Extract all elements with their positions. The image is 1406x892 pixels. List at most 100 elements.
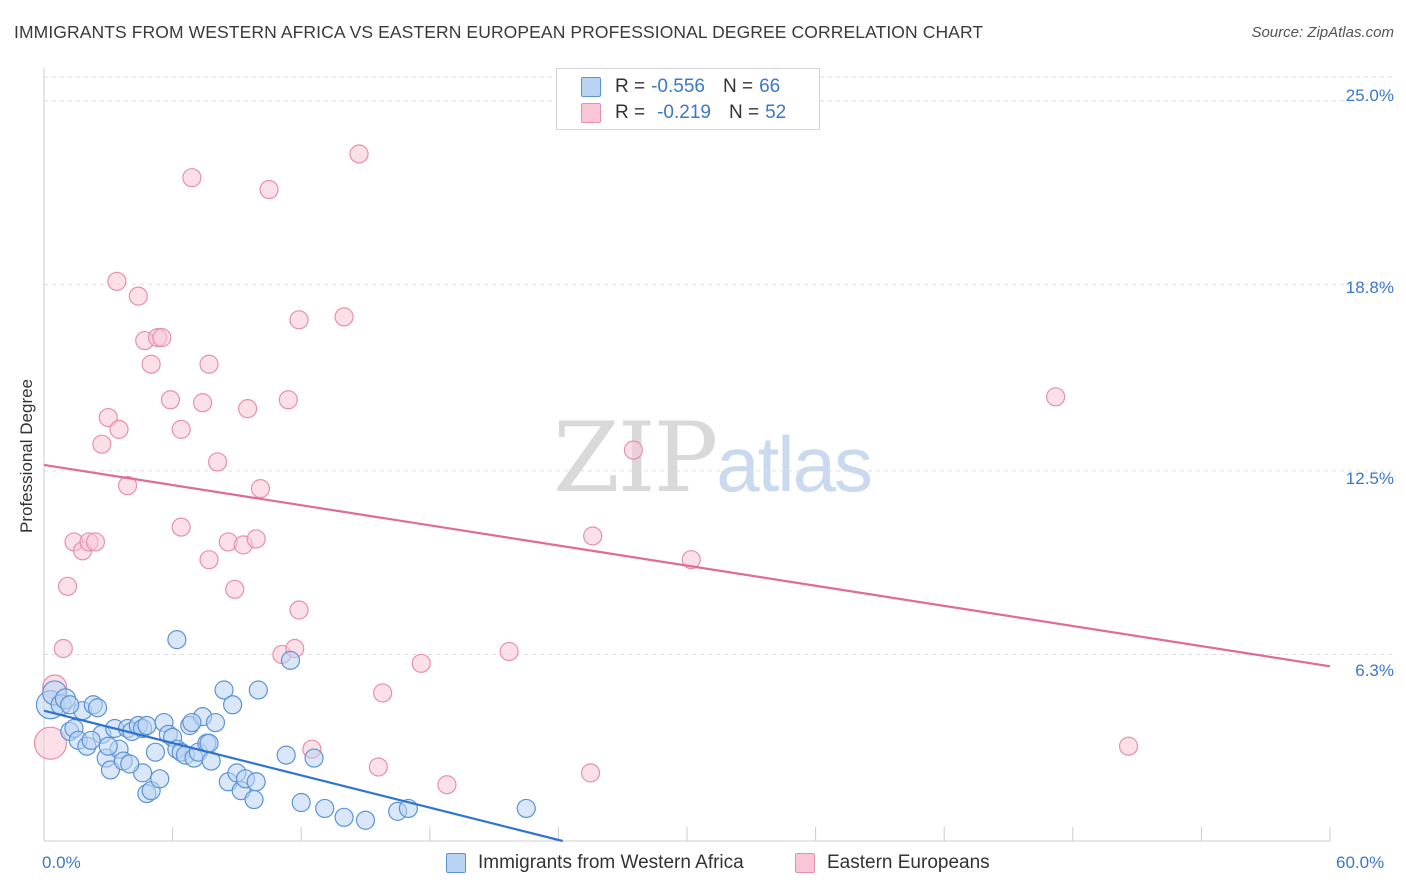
data-point xyxy=(92,434,112,454)
data-point xyxy=(33,726,68,760)
data-point xyxy=(171,419,191,439)
bottom-legend-swatch-pink xyxy=(795,853,815,873)
series-eastern-europeans-points xyxy=(33,144,1139,795)
data-point xyxy=(280,650,301,670)
data-point xyxy=(145,742,166,762)
bottom-legend-western-africa: Immigrants from Western Africa xyxy=(446,852,744,874)
data-point xyxy=(107,271,127,291)
data-point xyxy=(304,748,324,768)
legend-r-value: -0.219 xyxy=(657,102,711,123)
x-tick-label: 0.0% xyxy=(42,853,81,872)
data-point xyxy=(141,354,161,374)
data-point xyxy=(1118,736,1139,756)
y-tick-label: 25.0% xyxy=(1345,86,1394,105)
data-point xyxy=(411,653,431,673)
axes xyxy=(43,68,1331,842)
data-point xyxy=(152,327,172,348)
data-point xyxy=(120,754,140,774)
legend-row-western-africa: R = -0.556 N = 66 xyxy=(581,75,780,99)
data-point xyxy=(182,712,202,733)
data-point xyxy=(205,712,226,733)
data-point xyxy=(199,550,219,570)
data-point xyxy=(60,695,80,715)
correlation-legend: R = -0.556 N = 66 R = -0.219 N = 52 xyxy=(556,68,820,130)
data-point xyxy=(276,745,296,765)
data-point xyxy=(167,630,187,650)
bottom-legend-label: Eastern Europeans xyxy=(827,852,990,873)
x-tick-label: 60.0% xyxy=(1336,853,1385,872)
legend-swatch-blue xyxy=(581,77,601,97)
data-point xyxy=(373,683,393,703)
data-point xyxy=(334,307,354,327)
legend-r-value: -0.556 xyxy=(651,76,705,97)
data-point xyxy=(623,440,644,460)
data-point xyxy=(583,526,603,546)
data-point xyxy=(98,736,118,756)
watermark-atlas: atlas xyxy=(716,420,873,508)
data-point xyxy=(334,807,354,827)
legend-n-value: 66 xyxy=(759,76,781,97)
bottom-legend-swatch-blue xyxy=(446,853,466,873)
data-point xyxy=(315,798,335,819)
data-point xyxy=(193,393,213,413)
data-point xyxy=(214,680,234,700)
data-point xyxy=(437,775,457,795)
data-point xyxy=(516,798,536,819)
data-point xyxy=(57,576,78,596)
data-point xyxy=(208,452,228,472)
data-point xyxy=(250,479,271,499)
series-western-africa-points xyxy=(35,630,536,830)
data-point xyxy=(109,419,129,439)
grid-lines xyxy=(44,76,1394,655)
data-point xyxy=(53,638,73,659)
data-point xyxy=(98,407,118,428)
source-note: Source: ZipAtlas.com xyxy=(1251,24,1394,41)
data-point xyxy=(85,532,106,552)
legend-swatch-pink xyxy=(581,103,601,123)
data-point xyxy=(117,476,138,496)
legend-n-value: 52 xyxy=(765,102,787,123)
data-point xyxy=(81,730,101,750)
data-point xyxy=(160,390,181,410)
legend-n-label: N = xyxy=(728,102,760,123)
trend-line-western-africa xyxy=(43,709,563,843)
data-point xyxy=(248,680,268,700)
data-point xyxy=(199,354,219,374)
data-point xyxy=(137,715,157,736)
bottom-legend-eastern-europeans: Eastern Europeans xyxy=(795,852,990,874)
y-tick-label: 6.3% xyxy=(1355,661,1394,680)
data-point xyxy=(289,310,309,330)
data-point xyxy=(289,600,309,620)
legend-n-label: N = xyxy=(722,76,754,97)
legend-r-label: R = xyxy=(615,102,646,123)
data-point xyxy=(499,641,519,662)
data-point xyxy=(355,810,376,830)
data-point xyxy=(681,550,701,570)
data-point xyxy=(1046,387,1066,407)
data-point xyxy=(128,286,148,306)
y-tick-label: 18.8% xyxy=(1345,278,1394,297)
data-point xyxy=(278,390,298,410)
data-point xyxy=(225,579,245,599)
y-tick-label: 12.5% xyxy=(1345,469,1394,488)
data-point xyxy=(349,144,369,164)
data-point xyxy=(246,529,266,549)
trend-lines xyxy=(43,463,1331,843)
y-axis-label: Professional Degree xyxy=(17,378,36,534)
trend-line-eastern-europeans xyxy=(43,463,1331,668)
bottom-legend-label: Immigrants from Western Africa xyxy=(478,852,744,873)
data-point xyxy=(246,772,266,792)
data-point xyxy=(87,698,108,718)
data-point xyxy=(182,168,202,188)
data-point xyxy=(259,179,279,200)
data-point xyxy=(368,757,388,777)
data-point xyxy=(223,695,243,715)
data-point xyxy=(291,792,311,813)
watermark: ZIPatlas xyxy=(553,402,873,514)
data-point xyxy=(150,769,170,789)
data-point xyxy=(238,399,258,419)
legend-row-eastern-europeans: R = -0.219 N = 52 xyxy=(581,101,786,125)
data-point xyxy=(171,517,191,537)
data-point xyxy=(244,789,264,810)
